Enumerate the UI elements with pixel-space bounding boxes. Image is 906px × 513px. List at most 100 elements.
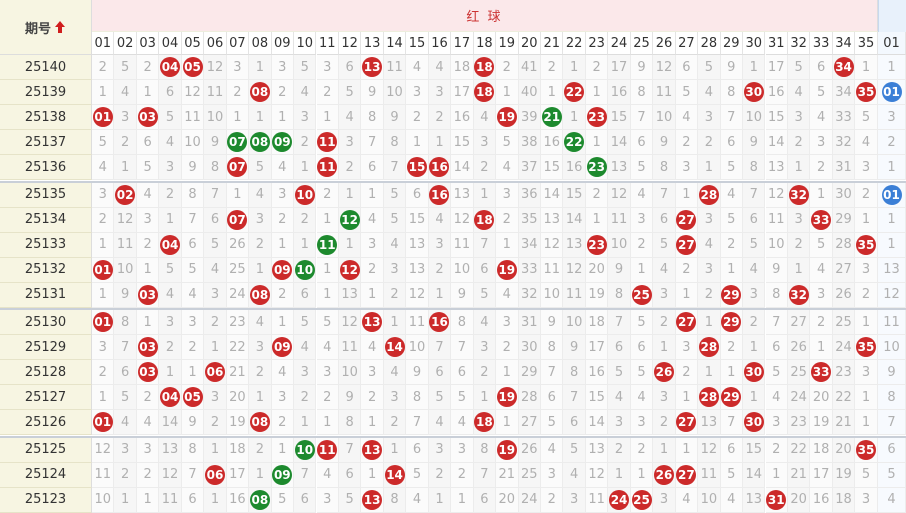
period: 25129: [0, 335, 92, 361]
miss-count: 5: [765, 360, 788, 386]
miss-count: 7: [114, 335, 137, 361]
miss-count: 11: [698, 462, 721, 488]
ball: 30: [743, 412, 764, 433]
red-number-header: 13: [361, 32, 384, 55]
miss-count: 18: [226, 437, 250, 463]
miss-count: 1: [698, 155, 721, 181]
miss-count: 12: [204, 55, 227, 81]
group-separator: [0, 435, 906, 438]
miss-count: 7: [361, 130, 384, 156]
miss-count: 10: [765, 232, 788, 258]
miss-count: 1: [653, 335, 676, 361]
miss-count: 16: [585, 360, 609, 386]
miss-count: 3: [630, 410, 654, 436]
miss-count: 2: [181, 335, 205, 361]
ball-cell: 23: [585, 232, 609, 258]
miss-count: 5: [181, 257, 205, 283]
miss-count: 4: [294, 335, 317, 361]
miss-count: 7: [406, 410, 429, 436]
miss-count: 26: [787, 335, 811, 361]
miss-count: 16: [563, 155, 586, 181]
miss-count: 1: [878, 55, 906, 81]
miss-count: 5: [878, 462, 906, 488]
miss-count: 38: [518, 130, 541, 156]
miss-count: 6: [743, 207, 766, 233]
miss-count: 9: [383, 105, 407, 131]
miss-count: 3: [159, 310, 182, 336]
miss-count: 5: [383, 207, 407, 233]
miss-count: 5: [204, 232, 227, 258]
period: 25130: [0, 310, 92, 336]
miss-count: 5: [114, 55, 137, 81]
miss-count: 8: [406, 385, 429, 411]
miss-count: 2: [428, 462, 452, 488]
miss-count: 17: [226, 462, 250, 488]
miss-count: 2: [136, 462, 160, 488]
miss-count: 1: [720, 257, 744, 283]
ball-cell: 01: [878, 182, 906, 208]
miss-count: 1: [136, 257, 160, 283]
ball: 03: [137, 362, 158, 383]
miss-count: 13: [159, 437, 182, 463]
period: 25139: [0, 80, 92, 106]
miss-count: 2: [136, 232, 160, 258]
miss-count: 5: [787, 55, 811, 81]
miss-count: 10: [338, 360, 362, 386]
ball: 03: [137, 337, 158, 358]
miss-count: 17: [451, 80, 474, 106]
miss-count: 6: [473, 257, 497, 283]
miss-count: 33: [832, 105, 856, 131]
ball-cell: 18: [473, 80, 497, 106]
ball-cell: 11: [316, 232, 339, 258]
miss-count: 1: [136, 80, 160, 106]
miss-count: 4: [630, 385, 654, 411]
miss-count: 12: [541, 232, 564, 258]
miss-count: 8: [338, 410, 362, 436]
ball-cell: 16: [428, 182, 452, 208]
miss-count: 2: [608, 437, 631, 463]
miss-count: 2: [541, 487, 564, 513]
miss-count: 5: [698, 55, 721, 81]
miss-count: 3: [159, 155, 182, 181]
miss-count: 4: [878, 487, 906, 513]
miss-count: 13: [541, 207, 564, 233]
miss-count: 3: [383, 385, 407, 411]
miss-count: 12: [451, 207, 474, 233]
miss-count: 5: [720, 207, 744, 233]
miss-count: 3: [361, 232, 384, 258]
miss-count: 8: [720, 80, 744, 106]
ball: 19: [496, 259, 517, 280]
ball: 18: [474, 82, 495, 103]
miss-count: 16: [608, 80, 631, 106]
miss-count: 7: [294, 462, 317, 488]
miss-count: 25: [787, 360, 811, 386]
ball: 11: [317, 132, 338, 153]
miss-count: 41: [518, 55, 541, 81]
miss-count: 4: [496, 155, 519, 181]
miss-count: 7: [720, 410, 744, 436]
period: 25127: [0, 385, 92, 411]
miss-count: 3: [316, 487, 339, 513]
period-header[interactable]: 期号: [0, 0, 92, 55]
miss-count: 8: [630, 80, 654, 106]
ball: 19: [496, 107, 517, 128]
miss-count: 6: [181, 232, 205, 258]
miss-count: 3: [675, 335, 699, 361]
miss-count: 2: [675, 360, 699, 386]
miss-count: 18: [451, 55, 474, 81]
miss-count: 1: [294, 155, 317, 181]
miss-count: 1: [698, 310, 721, 336]
miss-count: 2: [810, 310, 833, 336]
ball-cell: 18: [473, 410, 497, 436]
miss-count: 14: [765, 130, 788, 156]
ball-cell: 04: [159, 55, 182, 81]
ball: 01: [92, 312, 113, 333]
ball: 16: [429, 184, 450, 205]
miss-count: 2: [585, 55, 609, 81]
miss-count: 37: [518, 155, 541, 181]
miss-count: 12: [114, 207, 137, 233]
miss-count: 28: [832, 232, 856, 258]
miss-count: 3: [249, 207, 272, 233]
miss-count: 13: [406, 232, 429, 258]
miss-count: 5: [653, 232, 676, 258]
